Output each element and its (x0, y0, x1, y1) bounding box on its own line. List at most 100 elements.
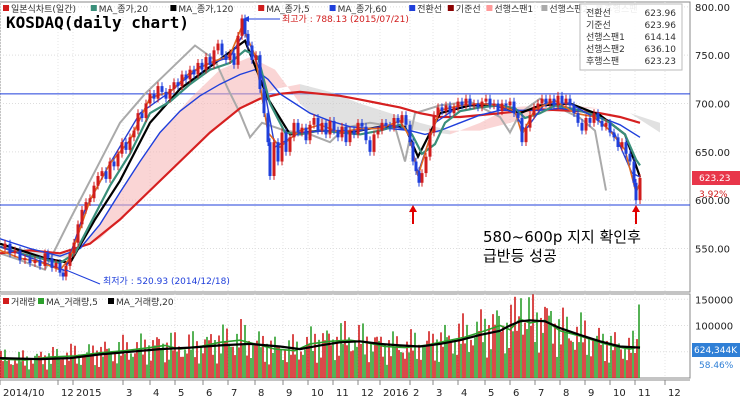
candle-body (61, 272, 65, 277)
volume-bar (540, 317, 542, 378)
candle-body (548, 98, 552, 104)
volume-bar (596, 335, 598, 378)
volume-bar (398, 350, 400, 378)
volume-bar (36, 353, 38, 378)
volume-bar (384, 343, 386, 378)
volume-bar (586, 354, 588, 378)
candle-body (54, 263, 58, 268)
volume-bar (546, 308, 548, 378)
volume-bar (490, 349, 492, 378)
candle-body (432, 115, 436, 133)
volume-bar (602, 333, 604, 378)
volume-bar (16, 363, 18, 378)
volume-bar (370, 342, 372, 378)
volume-bar (362, 323, 364, 378)
volume-bar (180, 356, 182, 378)
volume-bar (240, 319, 242, 378)
volume-bar (438, 361, 440, 378)
volume-bar (358, 324, 360, 378)
price-tick-label: 800.00 (695, 3, 730, 14)
candle-body (460, 101, 464, 106)
candle-body (344, 126, 348, 143)
volume-bar (230, 346, 232, 378)
volume-bar (32, 363, 34, 378)
volume-bar (390, 356, 392, 378)
volume-bar (186, 353, 188, 378)
volume-bar (198, 363, 200, 378)
candle-body (536, 103, 540, 108)
volume-bar (10, 364, 12, 378)
candle-body (108, 161, 112, 179)
support-arrow-head (632, 205, 640, 212)
volume-bar (246, 355, 248, 378)
legend-swatch (258, 5, 265, 11)
volume-bar (298, 359, 300, 378)
candle-body (492, 103, 496, 106)
volume-bar (62, 359, 64, 378)
cloud-segment (330, 91, 360, 131)
candle-body (600, 120, 604, 127)
high-label: 최고가 : 788.13 (2015/07/21) (282, 14, 409, 25)
volume-bar (416, 358, 418, 378)
candle-body (188, 69, 192, 80)
volume-bar (332, 339, 334, 378)
candle-body (84, 202, 88, 210)
candle-body (68, 253, 72, 266)
candle-body (396, 118, 400, 123)
candle-body (240, 18, 244, 36)
volume-bar (514, 296, 516, 378)
volume-bar (334, 360, 336, 378)
candle-body (8, 243, 12, 254)
legend-swatch (541, 5, 548, 11)
candle-body (128, 137, 132, 150)
volume-bar (522, 334, 524, 378)
volume-bar (256, 340, 258, 378)
volume-bar (148, 345, 150, 378)
volume-bar (260, 347, 262, 378)
candle-body (76, 224, 80, 243)
volume-bar (136, 342, 138, 378)
volume-bar (118, 342, 120, 378)
volume-bar (492, 314, 494, 378)
volume-bar (126, 342, 128, 378)
candle-body (516, 113, 520, 118)
legend-swatch (329, 5, 336, 11)
x-tick-label: 12 (668, 388, 681, 399)
candle-body (544, 98, 548, 104)
candle-body (288, 137, 292, 152)
price-tick-label: 700.00 (695, 100, 730, 111)
volume-bar (206, 336, 208, 378)
legend-label: 일본식차트(일간) (11, 3, 76, 15)
volume-bar (278, 345, 280, 378)
volume-bar (282, 360, 284, 378)
candle-body (568, 98, 572, 106)
current-volume-badge (692, 343, 740, 357)
candle-body (296, 122, 300, 133)
candle-body (634, 182, 638, 201)
volume-bar (454, 340, 456, 378)
volume-bar (280, 349, 282, 378)
candle-body (184, 74, 188, 80)
volume-bar (436, 339, 438, 378)
candle-body (272, 142, 276, 176)
volume-bar (630, 352, 632, 378)
volume-bar (152, 340, 154, 378)
candle-body (3, 243, 7, 249)
volume-bar (130, 353, 132, 378)
x-tick-label: 4 (153, 388, 159, 399)
x-tick-label: 8 (258, 388, 264, 399)
volume-bar (590, 356, 592, 378)
volume-bar (188, 334, 190, 378)
volume-bar (508, 347, 510, 378)
info-value: 623.96 (645, 9, 677, 19)
volume-bar (52, 346, 54, 378)
candle-body (120, 142, 124, 154)
volume-bar (4, 349, 6, 378)
volume-bar (376, 336, 378, 378)
candle-body (140, 113, 144, 118)
candle-body (380, 122, 384, 131)
candle-body (33, 260, 37, 263)
candle-body (246, 33, 250, 46)
volume-bar (102, 356, 104, 378)
volume-bar (74, 345, 76, 378)
